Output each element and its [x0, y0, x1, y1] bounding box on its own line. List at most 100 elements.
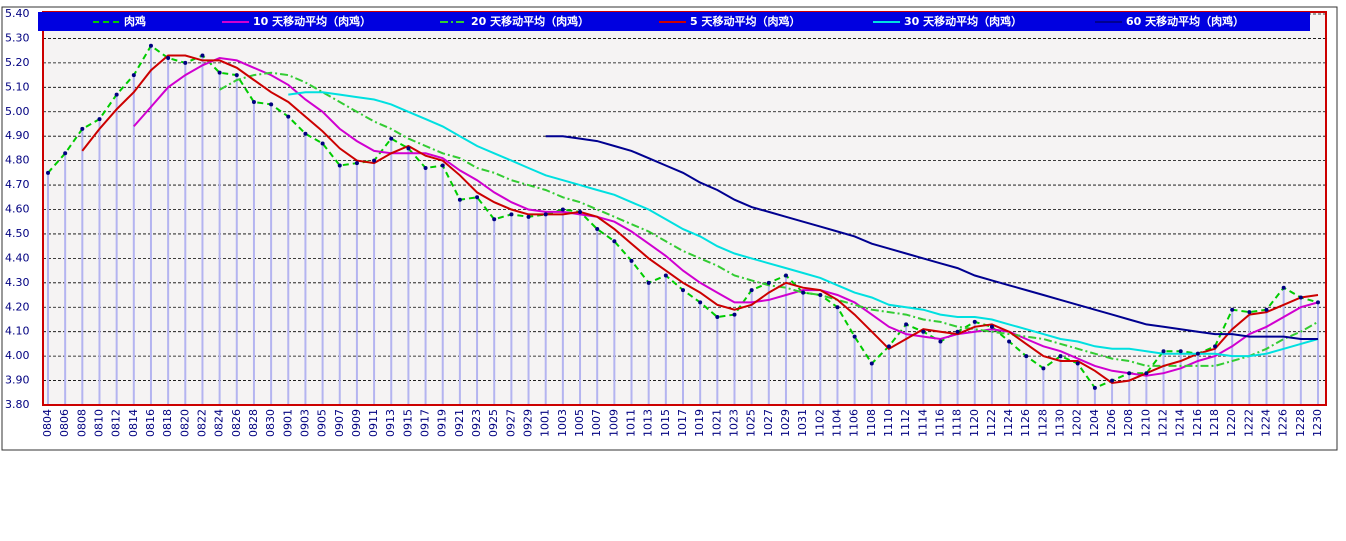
- x-tick-label: 0814: [127, 409, 140, 437]
- point-marker: [303, 131, 308, 136]
- point-marker: [1058, 354, 1063, 359]
- point-marker: [835, 305, 840, 310]
- point-marker: [955, 329, 960, 334]
- x-tick-label: 1003: [556, 409, 569, 437]
- y-tick-label: 4.40: [5, 251, 30, 264]
- x-tick-label: 0816: [144, 409, 157, 437]
- point-marker: [337, 163, 342, 168]
- x-tick-label: 1116: [933, 409, 946, 437]
- y-tick-label: 4.80: [5, 154, 30, 167]
- point-marker: [852, 334, 857, 339]
- x-tick-label: 0907: [333, 409, 346, 437]
- plot-area: [43, 12, 1326, 405]
- x-tick-label: 1202: [1071, 409, 1084, 437]
- x-tick-label: 1108: [865, 409, 878, 437]
- point-marker: [509, 212, 514, 217]
- point-marker: [783, 273, 788, 278]
- point-marker: [1007, 339, 1012, 344]
- series-line: [288, 91, 1319, 358]
- point-marker: [131, 73, 136, 78]
- point-marker: [1316, 300, 1320, 305]
- x-tick-label: 1124: [1002, 409, 1015, 437]
- x-tick-label: 0822: [195, 409, 208, 437]
- point-marker: [1092, 385, 1097, 390]
- point-marker: [80, 126, 85, 131]
- x-tick-label: 0830: [264, 409, 277, 437]
- point-marker: [423, 165, 428, 170]
- point-marker: [1127, 371, 1132, 376]
- point-marker: [234, 73, 239, 78]
- point-marker: [663, 273, 668, 278]
- x-tick-label: 0913: [384, 409, 397, 437]
- point-marker: [63, 151, 68, 156]
- point-marker: [1281, 285, 1286, 290]
- x-tick-label: 0925: [487, 409, 500, 437]
- x-tick-label: 1005: [573, 409, 586, 437]
- x-tick-label: 0806: [58, 409, 71, 437]
- x-tick-label: 0901: [281, 409, 294, 437]
- series-line: [219, 71, 1319, 367]
- point-marker: [732, 312, 737, 317]
- point-marker: [989, 324, 994, 329]
- x-tick-label: 0915: [401, 409, 414, 437]
- x-tick-label: 1019: [693, 409, 706, 437]
- x-tick-label: 1015: [659, 409, 672, 437]
- x-tick-label: 0927: [504, 409, 517, 437]
- x-tick-label: 1230: [1311, 409, 1324, 437]
- point-marker: [372, 158, 377, 163]
- x-tick-label: 1212: [1157, 409, 1170, 437]
- point-marker: [904, 322, 909, 327]
- y-tick-label: 5.30: [5, 31, 30, 44]
- point-marker: [457, 197, 462, 202]
- point-marker: [818, 293, 823, 298]
- point-marker: [1161, 349, 1166, 354]
- point-marker: [1264, 307, 1269, 312]
- x-tick-label: 1226: [1277, 409, 1290, 437]
- point-marker: [578, 209, 583, 214]
- point-marker: [1195, 351, 1200, 356]
- point-marker: [183, 60, 188, 65]
- x-tick-label: 1126: [1019, 409, 1032, 437]
- x-tick-label: 1220: [1225, 409, 1238, 437]
- x-tick-label: 1029: [779, 409, 792, 437]
- x-tick-label: 1224: [1260, 409, 1273, 437]
- legend-label: 10 天移动平均（肉鸡）: [253, 14, 371, 28]
- x-tick-label: 0810: [92, 409, 105, 437]
- x-tick-label: 1102: [813, 409, 826, 437]
- y-tick-label: 4.90: [5, 129, 30, 142]
- x-tick-label: 1118: [951, 409, 964, 437]
- point-marker: [560, 207, 565, 212]
- point-marker: [595, 227, 600, 232]
- x-tick-label: 1031: [796, 409, 809, 437]
- x-tick-label: 0804: [41, 409, 54, 437]
- point-marker: [114, 92, 119, 97]
- point-marker: [886, 344, 891, 349]
- point-marker: [1213, 344, 1218, 349]
- x-tick-label: 1130: [1054, 409, 1067, 437]
- point-marker: [320, 141, 325, 146]
- x-tick-label: 0917: [419, 409, 432, 437]
- point-marker: [148, 43, 153, 48]
- x-tick-label: 0921: [453, 409, 466, 437]
- point-marker: [492, 217, 497, 222]
- point-marker: [97, 117, 102, 122]
- x-tick-label: 0909: [350, 409, 363, 437]
- point-marker: [715, 315, 720, 320]
- x-tick-label: 1027: [762, 409, 775, 437]
- x-tick-label: 1206: [1105, 409, 1118, 437]
- point-marker: [1298, 295, 1303, 300]
- point-marker: [475, 195, 480, 200]
- point-marker: [1178, 349, 1183, 354]
- point-marker: [269, 102, 274, 107]
- x-tick-label: 1007: [590, 409, 603, 437]
- x-tick-label: 0828: [247, 409, 260, 437]
- point-marker: [766, 280, 771, 285]
- x-tick-label: 0911: [367, 409, 380, 437]
- point-marker: [749, 288, 754, 293]
- x-tick-label: 0929: [522, 409, 535, 437]
- point-marker: [698, 300, 703, 305]
- x-tick-label: 1222: [1242, 409, 1255, 437]
- x-tick-label: 1114: [916, 409, 929, 437]
- x-tick-label: 0820: [178, 409, 191, 437]
- x-tick-label: 0826: [230, 409, 243, 437]
